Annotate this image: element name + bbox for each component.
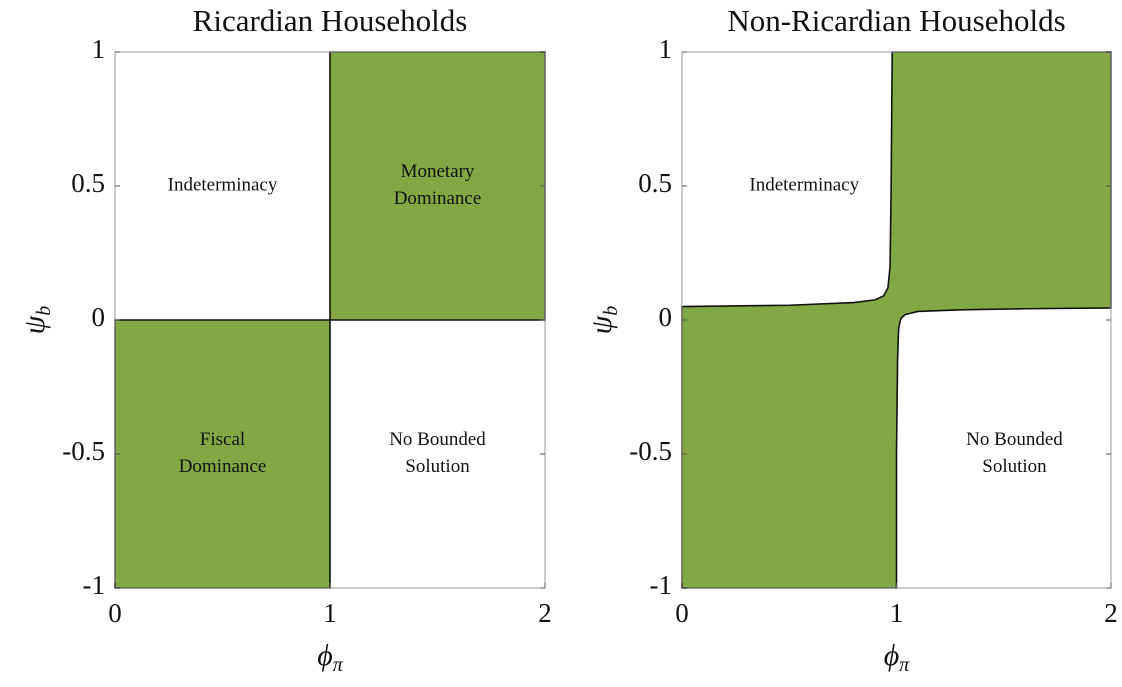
annotation: Solution [405,456,470,477]
y-tick-label: 0.5 [638,168,672,198]
y-tick-label: 0 [92,302,106,332]
x-label-subscript: π [899,654,910,676]
annotation: No Bounded [966,429,1063,450]
y-tick-label: -0.5 [62,436,105,466]
y-tick-label: 1 [659,34,673,64]
chart-title: Ricardian Households [193,3,468,38]
y-tick-label: -0.5 [629,436,672,466]
y-axis-label: ψb [585,306,622,335]
y-label-subscript: b [600,306,622,316]
x-tick-label: 0 [108,598,122,628]
x-label-subscript: π [333,654,344,676]
y-label-symbol: ψ [585,314,618,334]
y-axis-label: ψb [18,306,55,335]
y-tick-label: -1 [650,570,673,600]
annotation: Solution [982,456,1047,477]
annotation: Fiscal [200,429,245,450]
x-tick-label: 2 [538,598,552,628]
chart-title: Non-Ricardian Households [727,3,1065,38]
y-tick-label: 0.5 [71,168,105,198]
x-label-symbol: ϕ [884,639,900,672]
y-tick-label: 0 [659,302,673,332]
annotation: No Bounded [389,429,486,450]
annotation: Dominance [394,188,482,209]
x-axis-label: ϕπ [317,639,344,676]
y-label-subscript: b [33,306,55,316]
y-tick-label: -1 [83,570,106,600]
x-tick-label: 1 [323,598,337,628]
region [114,319,331,589]
region [681,51,1112,589]
y-label-symbol: ψ [18,314,51,334]
x-tick-label: 2 [1104,598,1118,628]
x-tick-label: 0 [675,598,689,628]
y-tick-label: 1 [92,34,106,64]
region [329,51,546,321]
annotation: Indeterminacy [749,174,859,195]
x-axis-label: ϕπ [884,639,911,676]
annotation: Monetary [401,161,475,182]
x-tick-label: 1 [890,598,904,628]
annotation: Indeterminacy [168,174,278,195]
annotation: Dominance [179,456,267,477]
x-label-symbol: ϕ [317,639,333,672]
